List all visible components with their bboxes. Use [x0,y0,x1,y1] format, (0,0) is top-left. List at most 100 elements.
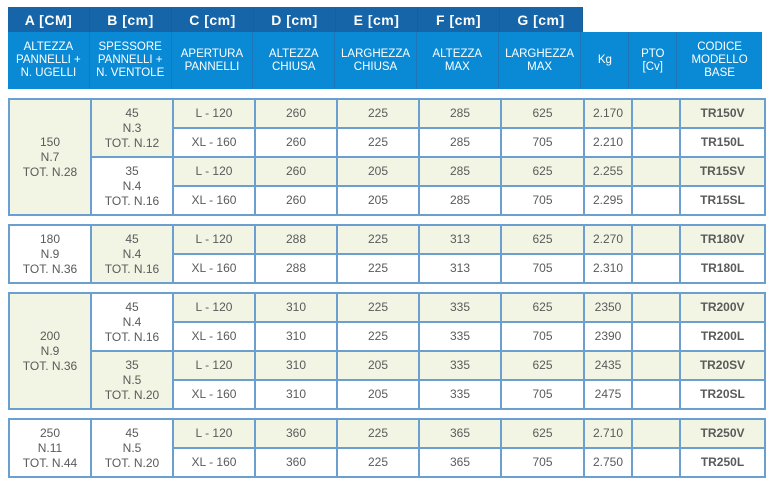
codice-cell: TR250V [679,418,766,449]
kg-cell: 2.710 [583,418,633,449]
table-row: 35 N.4 TOT. N.16 L - 120 260 205 285 625 2.255 TR… [9,156,766,216]
pto-cell [631,224,681,255]
codice-cell: TR15SL [679,185,766,216]
tab-apertura-dim: C [cm] [172,7,254,32]
cell-line: PTO [641,47,665,60]
cell-line: N.4 [122,314,142,329]
pto-cell [631,127,681,158]
altezza-chiusa-cell: 310 [254,321,338,352]
apertura-cell: XL - 160 [172,447,256,478]
table-row: XL - 160 260 225 285 705 2.210 TR150L [9,127,766,158]
column-header-apertura: APERTURA PANNELLI [172,32,254,89]
cell-line: 250 [39,425,61,440]
kg-cell: 2.210 [583,127,633,158]
cell-line: N.3 [122,120,142,135]
group-table: 150 N.7 TOT. N.28 45 N.3 TOT. N.12 L - 120 260 2… [8,98,766,216]
pto-cell [631,350,681,381]
column-header-altezza-max: ALTEZZA MAX [417,32,499,89]
kg-cell: 2435 [583,350,633,381]
cell-line: TOT. N.12 [104,135,160,150]
larghezza-chiusa-cell: 205 [336,185,420,216]
apertura-cell: L - 120 [172,224,256,255]
cell-line: TOT. N.16 [104,193,160,208]
altezza-max-cell: 285 [418,185,502,216]
kg-cell: 2390 [583,321,633,352]
tab-b-dim: B [cm] [90,7,172,32]
altezza-chiusa-cell: 288 [254,224,338,255]
column-header-larghezza-max: LARGHEZZA MAX [499,32,582,89]
column-header-b: SPESSORE PANNELLI + N. VENTOLE [90,32,172,89]
panel-thickness-cell: 35 N.5 TOT. N.20 [90,350,174,410]
larghezza-max-cell: 705 [500,447,585,478]
kg-cell: 2.295 [583,185,633,216]
larghezza-max-cell: 625 [500,350,585,381]
cell-line: SPESSORE [98,41,162,53]
column-header-larghezza-chiusa: LARGHEZZA CHIUSA [335,32,417,89]
altezza-max-cell: 365 [418,418,502,449]
group-table: 250 N.11 TOT. N.44 45 N.5 TOT. N.20 L - 120 360… [8,418,766,478]
larghezza-chiusa-cell: 205 [336,156,420,187]
group-table: 180 N.9 TOT. N.36 45 N.4 TOT. N.16 L - 120 288 2… [8,224,766,284]
larghezza-max-cell: 625 [500,292,585,323]
cell-line: TOT. N.44 [22,455,78,470]
kg-cell: 2.310 [583,253,633,284]
cell-line: 200 [39,328,61,343]
pto-cell [631,447,681,478]
apertura-cell: XL - 160 [172,127,256,158]
codice-cell: TR15SV [679,156,766,187]
pto-cell [631,321,681,352]
cell-line: MAX [527,60,553,73]
codice-cell: TR200V [679,292,766,323]
altezza-chiusa-cell: 360 [254,447,338,478]
apertura-cell: L - 120 [172,350,256,381]
larghezza-chiusa-cell: 225 [336,447,420,478]
cell-line: N.4 [122,246,142,261]
pto-cell [631,156,681,187]
panel-thickness-cell: 45 N.4 TOT. N.16 [90,224,174,284]
table-row: XL - 160 310 225 335 705 2390 TR200L [9,321,766,352]
table-row: XL - 160 288 225 313 705 2.310 TR180L [9,253,766,284]
altezza-chiusa-cell: 260 [254,127,338,158]
table-row: 180 N.9 TOT. N.36 45 N.4 TOT. N.16 L - 120 288 2… [8,224,766,284]
cell-line: PANNELLI [184,60,240,73]
panel-height-cell: 250 N.11 TOT. N.44 [8,418,92,478]
apertura-cell: XL - 160 [172,379,256,410]
apertura-cell: L - 120 [172,418,256,449]
apertura-cell: XL - 160 [172,185,256,216]
dimension-tabs: A [CM] B [cm] C [cm] D [cm] E [cm] F [cm] G [c… [8,7,762,32]
column-header-altezza-chiusa: ALTEZZA CHIUSA [253,32,336,89]
panel-thickness-cell: 45 N.5 TOT. N.20 [90,418,174,478]
cell-line: MAX [444,60,470,73]
cell-line: ALTEZZA [432,47,483,60]
table-row: XL - 160 260 205 285 705 2.295 TR15SL [9,185,766,216]
kg-cell: 2350 [583,292,633,323]
codice-cell: TR180L [679,253,766,284]
pto-cell [631,418,681,449]
column-header-a: ALTEZZA PANNELLI + N. UGELLI [8,32,90,89]
cell-line: 45 [125,105,139,120]
panel-height-cell: 200 N.9 TOT. N.36 [8,292,92,410]
codice-cell: TR150V [679,98,766,129]
kg-cell: 2.170 [583,98,633,129]
cell-line: TOT. N.28 [22,164,78,179]
cell-line: TOT. N.20 [104,455,160,470]
cell-line: LARGHEZZA [505,47,575,60]
panel-thickness-cell: 45 N.3 TOT. N.12 [90,98,174,158]
tab-altezza-max-dim: F [cm] [418,7,500,32]
cell-line: N.4 [122,178,142,193]
cell-line: APERTURA [180,47,244,60]
kg-cell: 2.750 [583,447,633,478]
table-row: 250 N.11 TOT. N.44 45 N.5 TOT. N.20 L - 120 360… [8,418,766,478]
table-row: 150 N.7 TOT. N.28 45 N.3 TOT. N.12 L - 120 260 2… [8,98,766,216]
codice-cell: TR20SL [679,379,766,410]
kg-cell: 2.270 [583,224,633,255]
tab-altezza-chiusa-dim: D [cm] [254,7,336,32]
altezza-max-cell: 335 [418,379,502,410]
larghezza-chiusa-cell: 205 [336,379,420,410]
cell-line: TOT. N.20 [104,387,160,402]
group-table: 200 N.9 TOT. N.36 45 N.4 TOT. N.16 L - 120 310 2… [8,292,766,410]
cell-line: N.9 [40,343,60,358]
kg-cell: 2.255 [583,156,633,187]
cell-line: TOT. N.16 [104,329,160,344]
larghezza-max-cell: 705 [500,127,585,158]
